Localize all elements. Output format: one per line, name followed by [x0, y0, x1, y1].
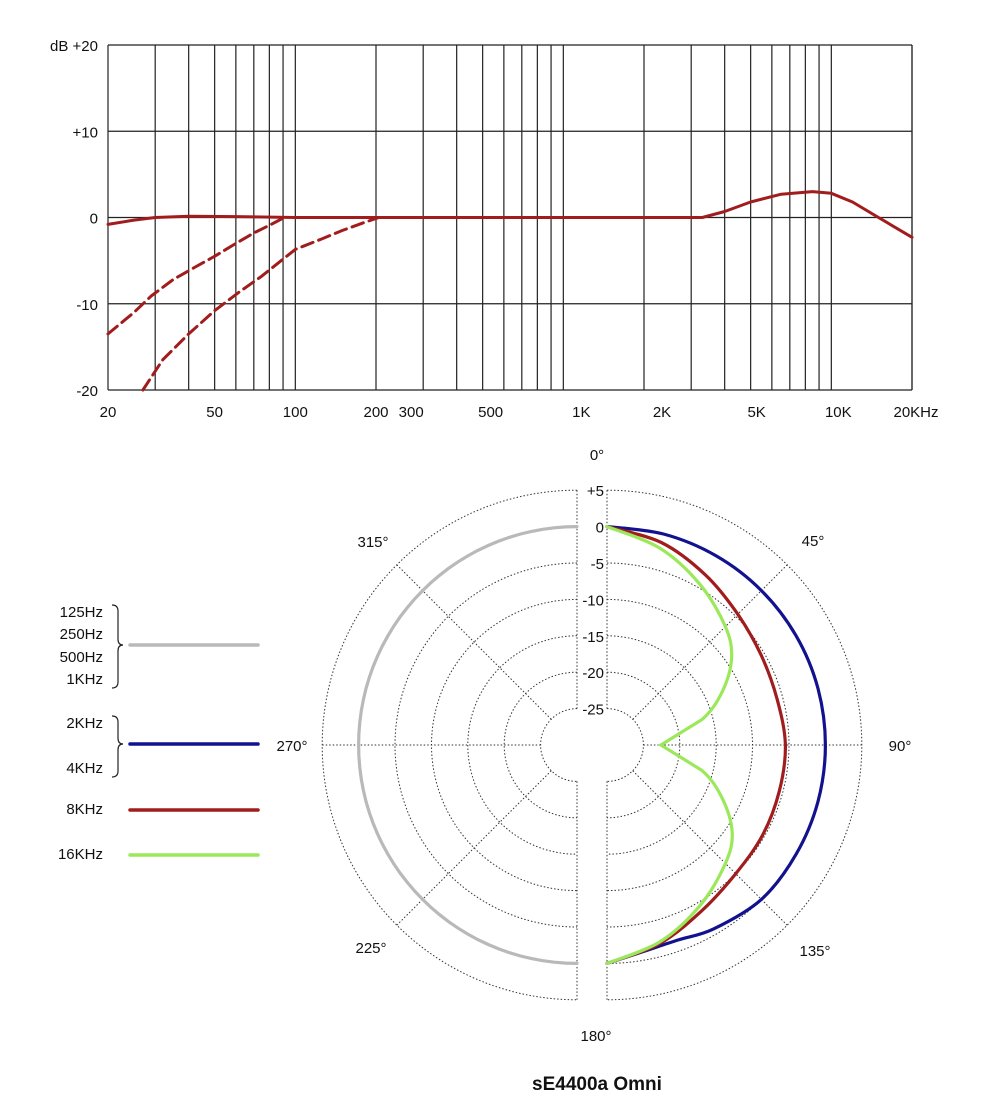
angle-label: 315° [357, 534, 388, 551]
radial-label-bg [580, 699, 604, 718]
x-tick-label: 20KHz [893, 404, 938, 421]
radial-label-bg [580, 663, 604, 682]
x-tick-label: 10K [825, 404, 852, 421]
polar-ring [358, 526, 578, 964]
x-tick-label: 300 [399, 404, 424, 421]
radial-label-bg [580, 481, 604, 500]
radial-tick-label: -25 [582, 702, 604, 719]
x-tick-label: 5K [747, 404, 765, 421]
x-tick-label: 2K [653, 404, 671, 421]
x-tick-label: 1K [572, 404, 590, 421]
y-tick-label: -10 [76, 297, 98, 314]
radial-tick-label: -20 [582, 665, 604, 682]
y-tick-label: dB +20 [50, 38, 98, 55]
x-tick-label: 100 [283, 404, 308, 421]
chart-title: sE4400a Omni [532, 1074, 662, 1095]
x-tick-label: 200 [363, 404, 388, 421]
angle-label: 0° [590, 447, 604, 464]
angle-label: 180° [580, 1028, 611, 1045]
y-tick-label: 0 [90, 211, 98, 228]
legend [111, 604, 260, 857]
radial-label-bg [580, 626, 604, 645]
x-tick-label: 50 [206, 404, 223, 421]
legend-label: 4KHz [66, 760, 103, 777]
polar-curve-16KHz [605, 525, 734, 965]
angle-label: 225° [355, 940, 386, 957]
x-tick-label: 20 [100, 404, 117, 421]
polar-curve-125Hz-1KHz [356, 525, 579, 965]
polar-axis-line [396, 564, 552, 720]
legend-label: 2KHz [66, 715, 103, 732]
polar-chart [321, 481, 863, 1001]
response-curve-low-cut-2 [141, 216, 381, 392]
radial-tick-label: -5 [591, 556, 604, 573]
legend-label: 8KHz [66, 801, 103, 818]
radial-tick-label: +5 [587, 483, 604, 500]
y-tick-label: +10 [73, 124, 98, 141]
polar-ring [540, 708, 578, 782]
legend-label: 500Hz [60, 649, 103, 666]
radial-label-bg [580, 517, 604, 536]
angle-label: 270° [276, 738, 307, 755]
polar-ring [394, 562, 578, 928]
polar-ring [467, 635, 578, 855]
y-tick-label: -20 [76, 383, 98, 400]
legend-label: 250Hz [60, 626, 103, 643]
response-curve-flat [106, 190, 914, 239]
radial-tick-label: -15 [582, 629, 604, 646]
polar-ring [606, 562, 790, 928]
radial-tick-label: 0 [596, 520, 604, 537]
radial-tick-label: -10 [582, 592, 604, 609]
polar-axis-line [396, 770, 552, 926]
legend-brace [111, 604, 124, 689]
radial-label-bg [580, 590, 604, 609]
angle-label: 135° [799, 943, 830, 960]
angle-label: 90° [889, 738, 912, 755]
polar-ring [606, 708, 644, 782]
frequency-response-chart [106, 44, 914, 392]
legend-label: 1KHz [66, 671, 103, 688]
angle-label: 45° [802, 533, 825, 550]
response-curve-low-cut-1 [106, 216, 286, 336]
legend-label: 16KHz [58, 846, 103, 863]
radial-label-bg [580, 554, 604, 572]
polar-curve-8KHz [605, 525, 788, 965]
polar-ring [606, 635, 717, 855]
x-tick-label: 500 [478, 404, 503, 421]
polar-curve-2KHz-4KHz [605, 525, 828, 965]
legend-brace [111, 715, 124, 778]
legend-label: 125Hz [60, 604, 103, 621]
polar-axis-line [632, 564, 788, 720]
